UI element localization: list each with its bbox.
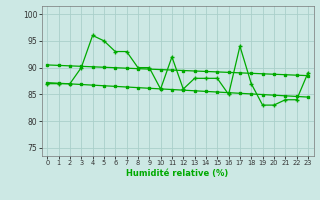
X-axis label: Humidité relative (%): Humidité relative (%) bbox=[126, 169, 229, 178]
